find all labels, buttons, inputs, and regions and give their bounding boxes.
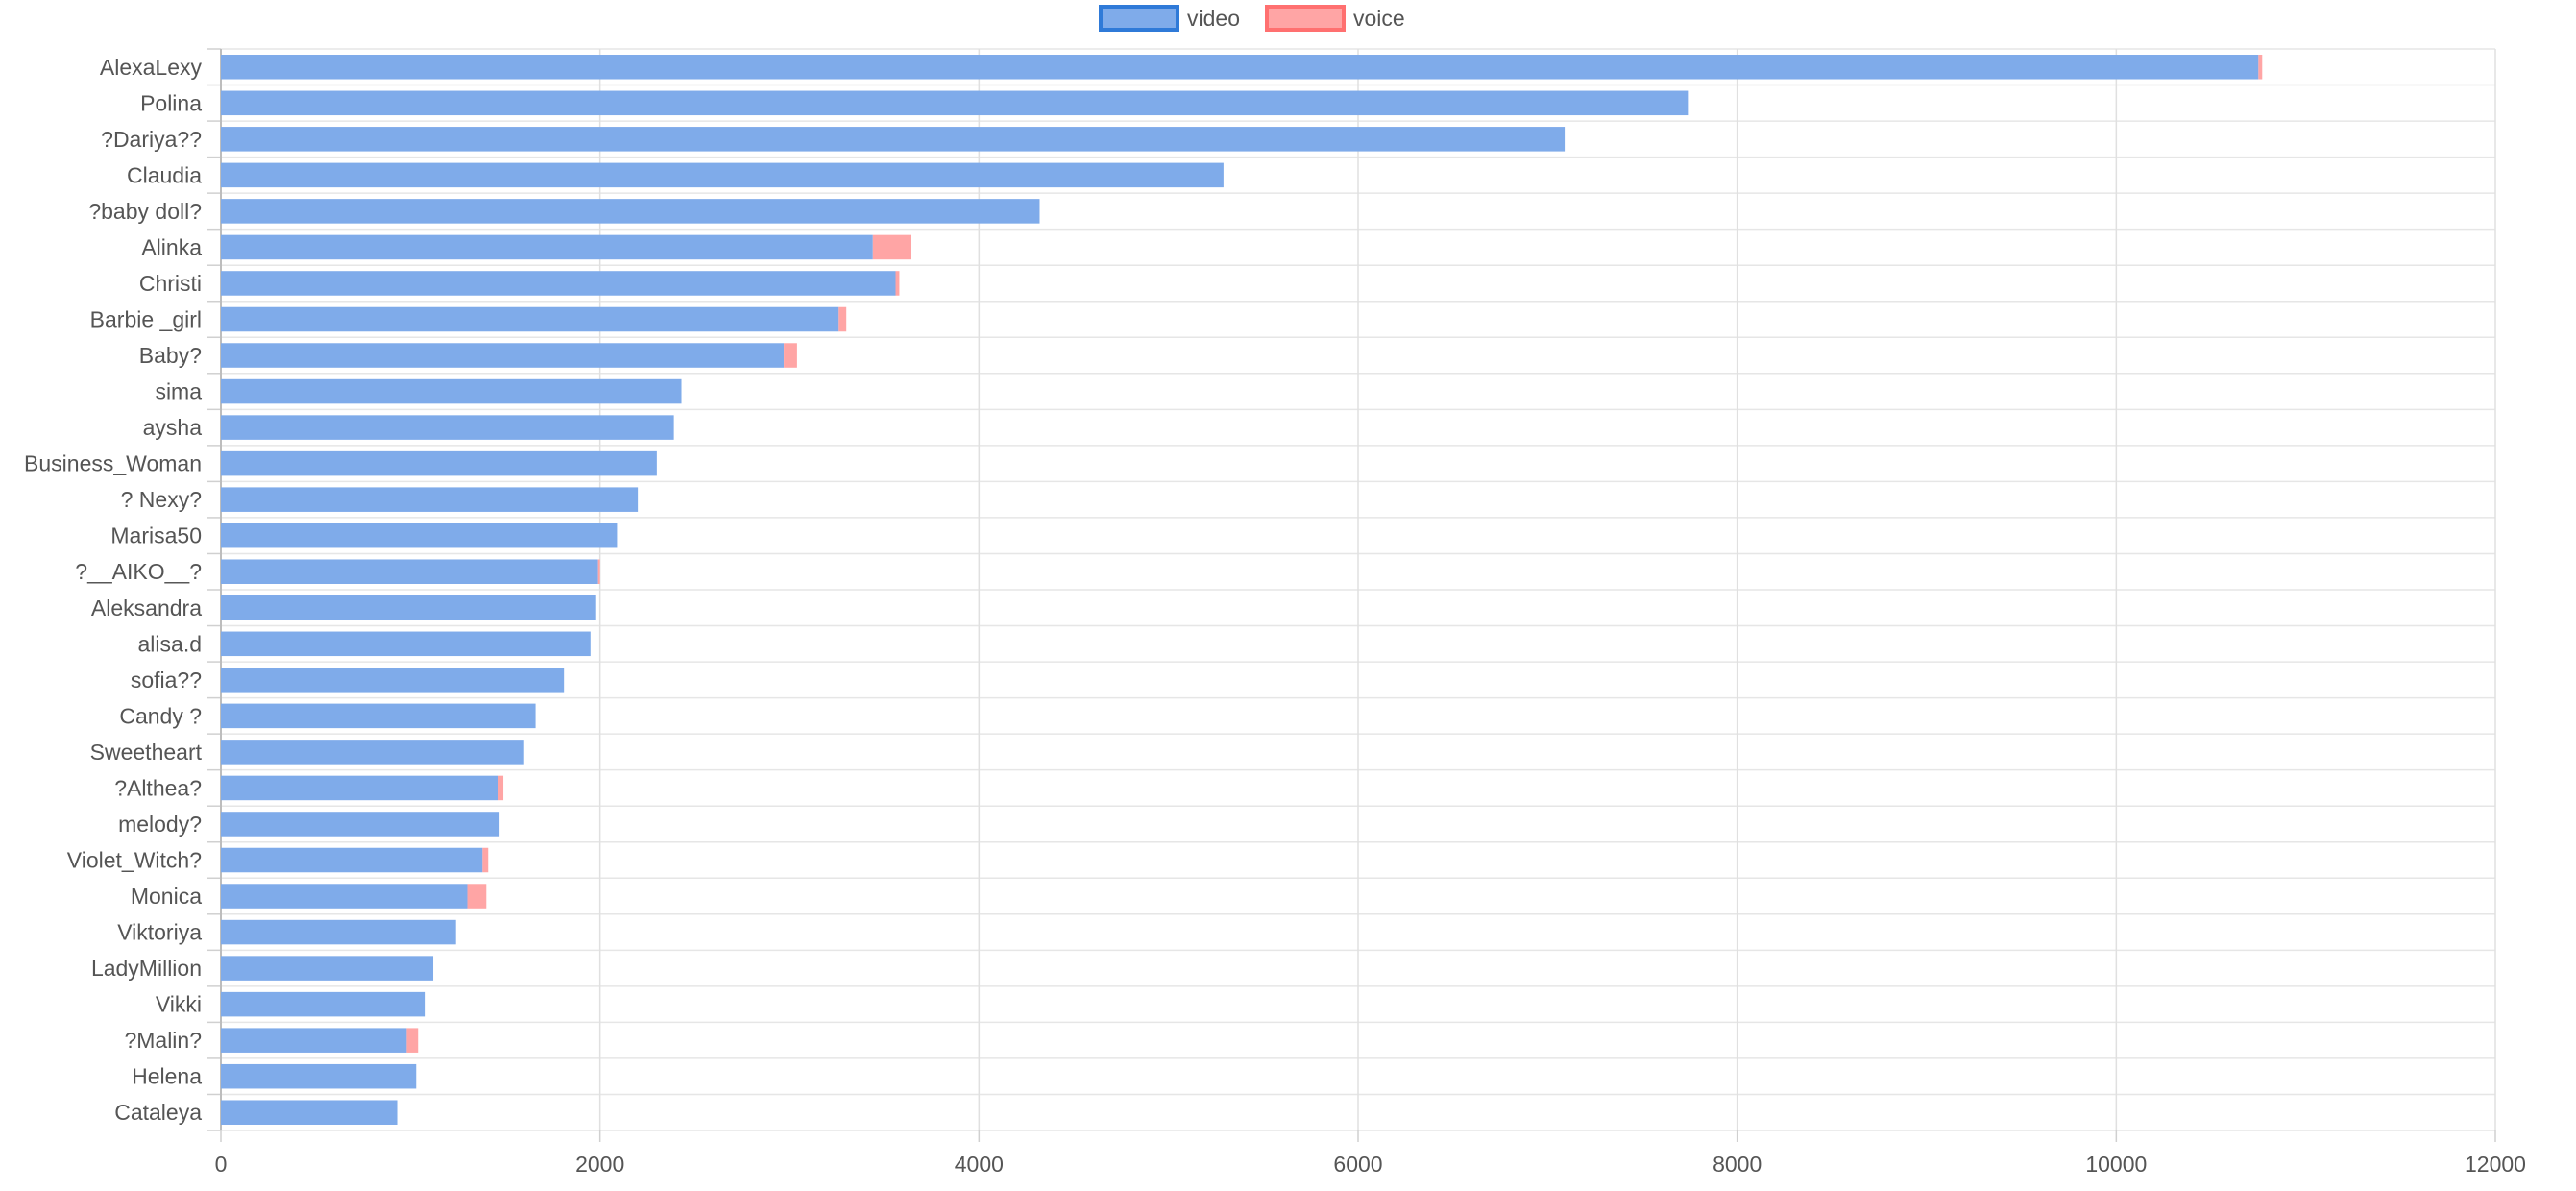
category-label: Violet_Witch? [67,848,202,873]
bar-video[interactable] [221,378,682,404]
category-label: alisa.d [138,631,202,656]
bar-video[interactable] [221,90,1689,116]
bar-voice[interactable] [895,271,900,296]
bar-video[interactable] [221,487,639,512]
bars [221,55,2263,1125]
category-label: AlexaLexy [100,55,203,80]
category-label: sima [155,379,202,404]
category-label: ?__AIKO__? [75,559,202,584]
bar-voice[interactable] [597,559,600,584]
bar-video[interactable] [221,559,598,584]
bar-video[interactable] [221,703,536,729]
bar-video[interactable] [221,596,596,620]
category-label: Baby? [139,343,202,368]
bar-video[interactable] [221,775,498,801]
bar-video[interactable] [221,306,839,332]
bar-video[interactable] [221,919,456,945]
x-tick-label: 8000 [1713,1152,1762,1177]
bar-voice[interactable] [406,1028,419,1053]
bar-video[interactable] [221,1028,407,1053]
bar-voice[interactable] [872,234,911,260]
x-tick-label: 4000 [955,1152,1004,1177]
category-label: Barbie _girl [90,307,202,332]
bar-voice[interactable] [838,306,847,332]
category-label: Vikki [156,992,202,1017]
category-label: Helena [132,1064,202,1089]
category-label: Cataleya [114,1100,202,1125]
x-tick-label: 10000 [2085,1152,2147,1177]
bar-video[interactable] [221,127,1566,152]
legend-swatch-video[interactable] [1099,5,1179,32]
bar-video[interactable] [221,234,873,260]
bar-video[interactable] [221,668,565,693]
bar-voice[interactable] [2258,55,2263,80]
bar-video[interactable] [221,1100,398,1125]
category-label: ? Nexy? [121,487,202,512]
category-label: LadyMillion [91,956,202,981]
bar-video[interactable] [221,415,674,440]
x-tick-label: 0 [215,1152,228,1177]
bar-video[interactable] [221,199,1040,224]
bar-video[interactable] [221,343,785,368]
category-label: ?Malin? [124,1028,202,1053]
category-label: Alinka [141,234,202,259]
category-label: Claudia [127,162,202,187]
bar-video[interactable] [221,991,426,1017]
category-label: Polina [140,90,202,115]
bar-video[interactable] [221,450,657,476]
bar-video[interactable] [221,271,896,296]
category-label: melody? [118,812,202,837]
category-label: Viktoriya [117,920,202,945]
x-axis-ticks: 0 2000 4000 6000 8000 10000 12000 [215,1152,2526,1177]
category-label: Monica [131,884,202,909]
legend-label-video[interactable]: video [1187,6,1240,31]
category-label: Business_Woman [24,451,202,476]
category-label: Christi [139,271,202,296]
legend-label-voice[interactable]: voice [1353,6,1405,31]
category-label: ?Dariya?? [101,127,202,152]
bar-video[interactable] [221,1063,417,1089]
grid [207,48,2496,1142]
bar-video[interactable] [221,55,2259,80]
category-label: Candy ? [119,703,202,728]
bar-video[interactable] [221,631,591,657]
bar-video[interactable] [221,847,483,873]
category-label: sofia?? [131,668,202,693]
category-label: ?Althea? [114,775,202,800]
bar-video[interactable] [221,162,1224,188]
category-label: Aleksandra [91,596,202,620]
bar-voice[interactable] [784,343,797,368]
category-label: Marisa50 [110,523,202,548]
legend[interactable]: video voice [1099,5,1405,32]
category-labels: AlexaLexy Polina ?Dariya?? Claudia ?baby dol… [24,55,203,1125]
bar-voice[interactable] [498,775,504,801]
x-tick-label: 12000 [2465,1152,2526,1177]
legend-swatch-voice[interactable] [1265,5,1346,32]
bar-video[interactable] [221,956,434,981]
bar-video[interactable] [221,884,468,909]
bar-voice[interactable] [467,884,487,909]
bar-video[interactable] [221,740,524,765]
bar-video[interactable] [221,812,500,837]
category-label: Sweetheart [90,740,203,765]
category-label: aysha [143,415,203,440]
bar-video[interactable] [221,523,618,548]
bar-voice[interactable] [482,847,489,873]
x-tick-label: 6000 [1333,1152,1382,1177]
category-label: ?baby doll? [88,199,202,224]
x-tick-label: 2000 [575,1152,624,1177]
